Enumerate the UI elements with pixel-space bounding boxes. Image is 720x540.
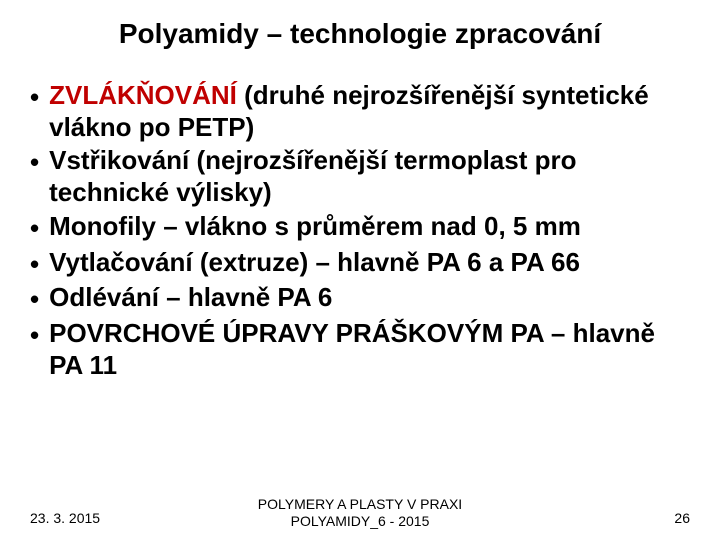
footer-center-line2: POLYAMIDY_6 - 2015 (291, 513, 430, 529)
footer-page-number: 26 (674, 510, 690, 526)
bullet-text: POVRCHOVÉ ÚPRAVY PRÁŠKOVÝM PA – hlavně P… (49, 318, 690, 381)
bullet-text: Vytlačování (extruze) – hlavně PA 6 a PA… (49, 247, 690, 279)
bullet-text: Monofily – vlákno s průměrem nad 0, 5 mm (49, 211, 690, 243)
slide-title: Polyamidy – technologie zpracování (0, 18, 720, 50)
footer-center: POLYMERY A PLASTY V PRAXI POLYAMIDY_6 - … (0, 496, 720, 530)
bullet-highlight: ZVLÁKŇOVÁNÍ (49, 80, 237, 110)
bullet-item: • Monofily – vlákno s průměrem nad 0, 5 … (30, 211, 690, 245)
bullet-item: • ZVLÁKŇOVÁNÍ (druhé nejrozšířenější syn… (30, 80, 690, 143)
bullet-dot-icon: • (30, 147, 39, 179)
bullet-item: • Vytlačování (extruze) – hlavně PA 6 a … (30, 247, 690, 281)
bullet-item: • Vstřikování (nejrozšířenější termoplas… (30, 145, 690, 208)
bullet-dot-icon: • (30, 284, 39, 316)
slide: Polyamidy – technologie zpracování • ZVL… (0, 0, 720, 540)
footer-center-line1: POLYMERY A PLASTY V PRAXI (258, 496, 462, 512)
bullet-item: • POVRCHOVÉ ÚPRAVY PRÁŠKOVÝM PA – hlavně… (30, 318, 690, 381)
bullet-text: ZVLÁKŇOVÁNÍ (druhé nejrozšířenější synte… (49, 80, 690, 143)
bullet-dot-icon: • (30, 82, 39, 114)
bullet-text: Odlévání – hlavně PA 6 (49, 282, 690, 314)
bullet-dot-icon: • (30, 249, 39, 281)
bullet-text: Vstřikování (nejrozšířenější termoplast … (49, 145, 690, 208)
bullet-list: • ZVLÁKŇOVÁNÍ (druhé nejrozšířenější syn… (30, 80, 690, 383)
bullet-dot-icon: • (30, 320, 39, 352)
bullet-dot-icon: • (30, 213, 39, 245)
bullet-item: • Odlévání – hlavně PA 6 (30, 282, 690, 316)
